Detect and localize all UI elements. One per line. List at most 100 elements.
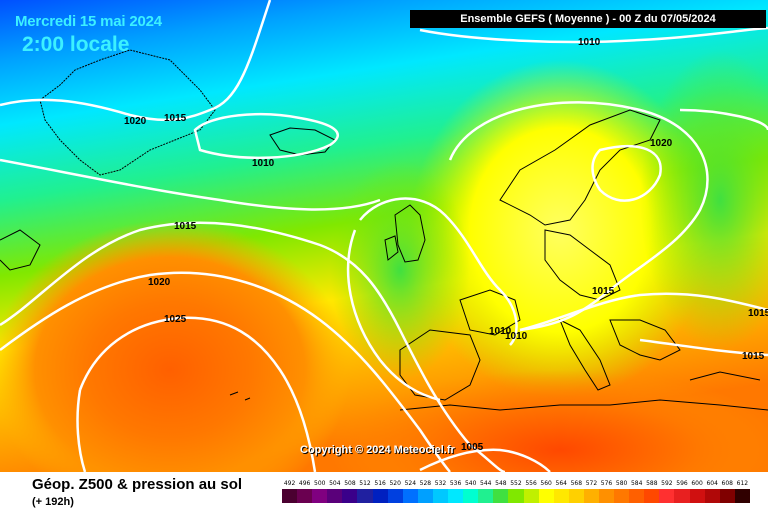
color-scale: 492 496 500 504 508 512 516 520 524 528 532 536 540 5…	[282, 479, 750, 503]
scale-label: 560	[540, 480, 552, 487]
scale-swatch	[553, 489, 569, 503]
scale-swatch	[463, 489, 479, 503]
isobar-label: 1010	[489, 326, 512, 337]
scale-label: 612	[736, 480, 749, 487]
isobar-label: 1020	[148, 277, 171, 288]
scale-swatch	[493, 489, 509, 503]
scale-swatch	[734, 489, 750, 503]
scale-label: 552	[510, 480, 522, 487]
scale-label: 528	[419, 480, 432, 487]
scale-label: 508	[344, 480, 356, 487]
isobar-1020-baltic	[591, 145, 662, 202]
scale-label: 608	[721, 480, 733, 487]
scale-swatch	[432, 489, 449, 503]
scale-swatch	[387, 489, 403, 503]
isobar-label: 1010	[578, 37, 601, 48]
scale-label: 544	[480, 480, 492, 487]
scale-label: 576	[600, 480, 613, 487]
forecast-horizon: (+ 192h)	[32, 496, 74, 508]
isobar-1020-1015-arctic	[0, 0, 272, 122]
scale-swatch	[327, 489, 343, 503]
isobar-1015-outer	[0, 221, 506, 472]
copyright-notice: Copyright © 2024 Meteociel.fr	[300, 444, 455, 456]
scale-label: 504	[329, 480, 341, 487]
isobar-1015-central	[519, 292, 768, 332]
isobar-label: 1015	[174, 221, 197, 232]
isobar-1010-iceland	[193, 113, 339, 160]
scale-label: 524	[404, 480, 417, 487]
scale-swatch	[402, 489, 418, 503]
color-scale-swatches	[282, 489, 750, 503]
scale-label: 536	[449, 480, 462, 487]
isobar-label: 1015	[592, 286, 615, 297]
forecast-date: Mercredi 15 mai 2024	[15, 13, 162, 30]
forecast-local-time: 2:00 locale	[22, 33, 130, 56]
scale-swatch	[357, 489, 373, 503]
isobar-trough-west	[359, 197, 518, 346]
scale-swatch	[417, 489, 433, 503]
scale-label: 592	[661, 480, 673, 487]
scale-label: 496	[298, 480, 311, 487]
isobar-1025	[76, 316, 317, 472]
scale-label: 520	[389, 480, 401, 487]
scale-swatch	[629, 489, 645, 503]
isobar-east-top	[679, 108, 768, 131]
scale-swatch	[372, 489, 388, 503]
isobar-labels: 1010 1020 1015 1010 1015 1020 1025 1020 …	[124, 37, 768, 453]
isobars	[0, 0, 768, 472]
scale-label: 584	[630, 480, 643, 487]
scale-label: 556	[525, 480, 537, 487]
isobar-label: 1010	[505, 331, 528, 342]
isobar-1020-scandinavia	[448, 101, 709, 332]
isobar-label: 1015	[748, 308, 768, 319]
scale-label: 600	[691, 480, 703, 487]
isobar-label: 1005	[461, 442, 484, 453]
isobar-1010-north	[419, 26, 768, 44]
scale-label: 512	[359, 480, 371, 487]
scale-label: 596	[676, 480, 688, 487]
isobar-label: 1015	[742, 351, 765, 362]
scale-swatch	[312, 489, 328, 503]
azores-high-area	[0, 220, 350, 472]
scale-label: 548	[495, 480, 507, 487]
scale-label: 564	[555, 480, 567, 487]
scale-swatch	[674, 489, 690, 503]
legend-bar: Géop. Z500 & pression au sol (+ 192h) 49…	[0, 472, 768, 512]
scale-swatch	[719, 489, 735, 503]
scale-label: 572	[585, 480, 598, 487]
scale-label: 540	[464, 480, 477, 487]
variable-title: Géop. Z500 & pression au sol	[32, 476, 243, 493]
scale-swatch	[538, 489, 554, 503]
isobar-label: 1020	[124, 116, 147, 127]
scale-swatch	[689, 489, 705, 503]
scale-swatch	[644, 489, 660, 503]
scale-label: 500	[314, 480, 326, 487]
scale-label: 492	[283, 480, 296, 487]
geopotential-map: 1010 1020 1015 1010 1015 1020 1025 1020 …	[0, 0, 768, 472]
scale-swatch	[568, 489, 584, 503]
scale-label: 568	[570, 480, 583, 487]
isobar-trough-loop	[346, 229, 441, 402]
scale-swatch	[297, 489, 313, 503]
scale-swatch	[478, 489, 494, 503]
scale-label: 588	[646, 480, 658, 487]
scale-label: 532	[434, 480, 447, 487]
scale-swatch	[282, 489, 298, 503]
isobar-1015-atlantic	[0, 158, 381, 211]
scale-swatch	[659, 489, 675, 503]
scale-swatch	[508, 489, 524, 503]
scale-label: 580	[615, 480, 628, 487]
scale-label: 604	[706, 480, 718, 487]
isobar-label: 1015	[164, 113, 187, 124]
run-info-banner: Ensemble GEFS ( Moyenne ) - 00 Z du 07/0…	[410, 10, 766, 28]
scale-swatch	[614, 489, 630, 503]
isobar-label: 1010	[252, 158, 275, 169]
scale-swatch	[598, 489, 615, 503]
isobar-1020	[0, 271, 451, 472]
isobar-1015-east	[639, 338, 768, 357]
scale-swatch	[342, 489, 358, 503]
scale-swatch	[704, 489, 720, 503]
color-scale-labels: 492 496 500 504 508 512 516 520 524 528 532 536 540 5…	[282, 479, 750, 488]
isobar-1005-africa	[419, 448, 551, 472]
scale-swatch	[583, 489, 599, 503]
